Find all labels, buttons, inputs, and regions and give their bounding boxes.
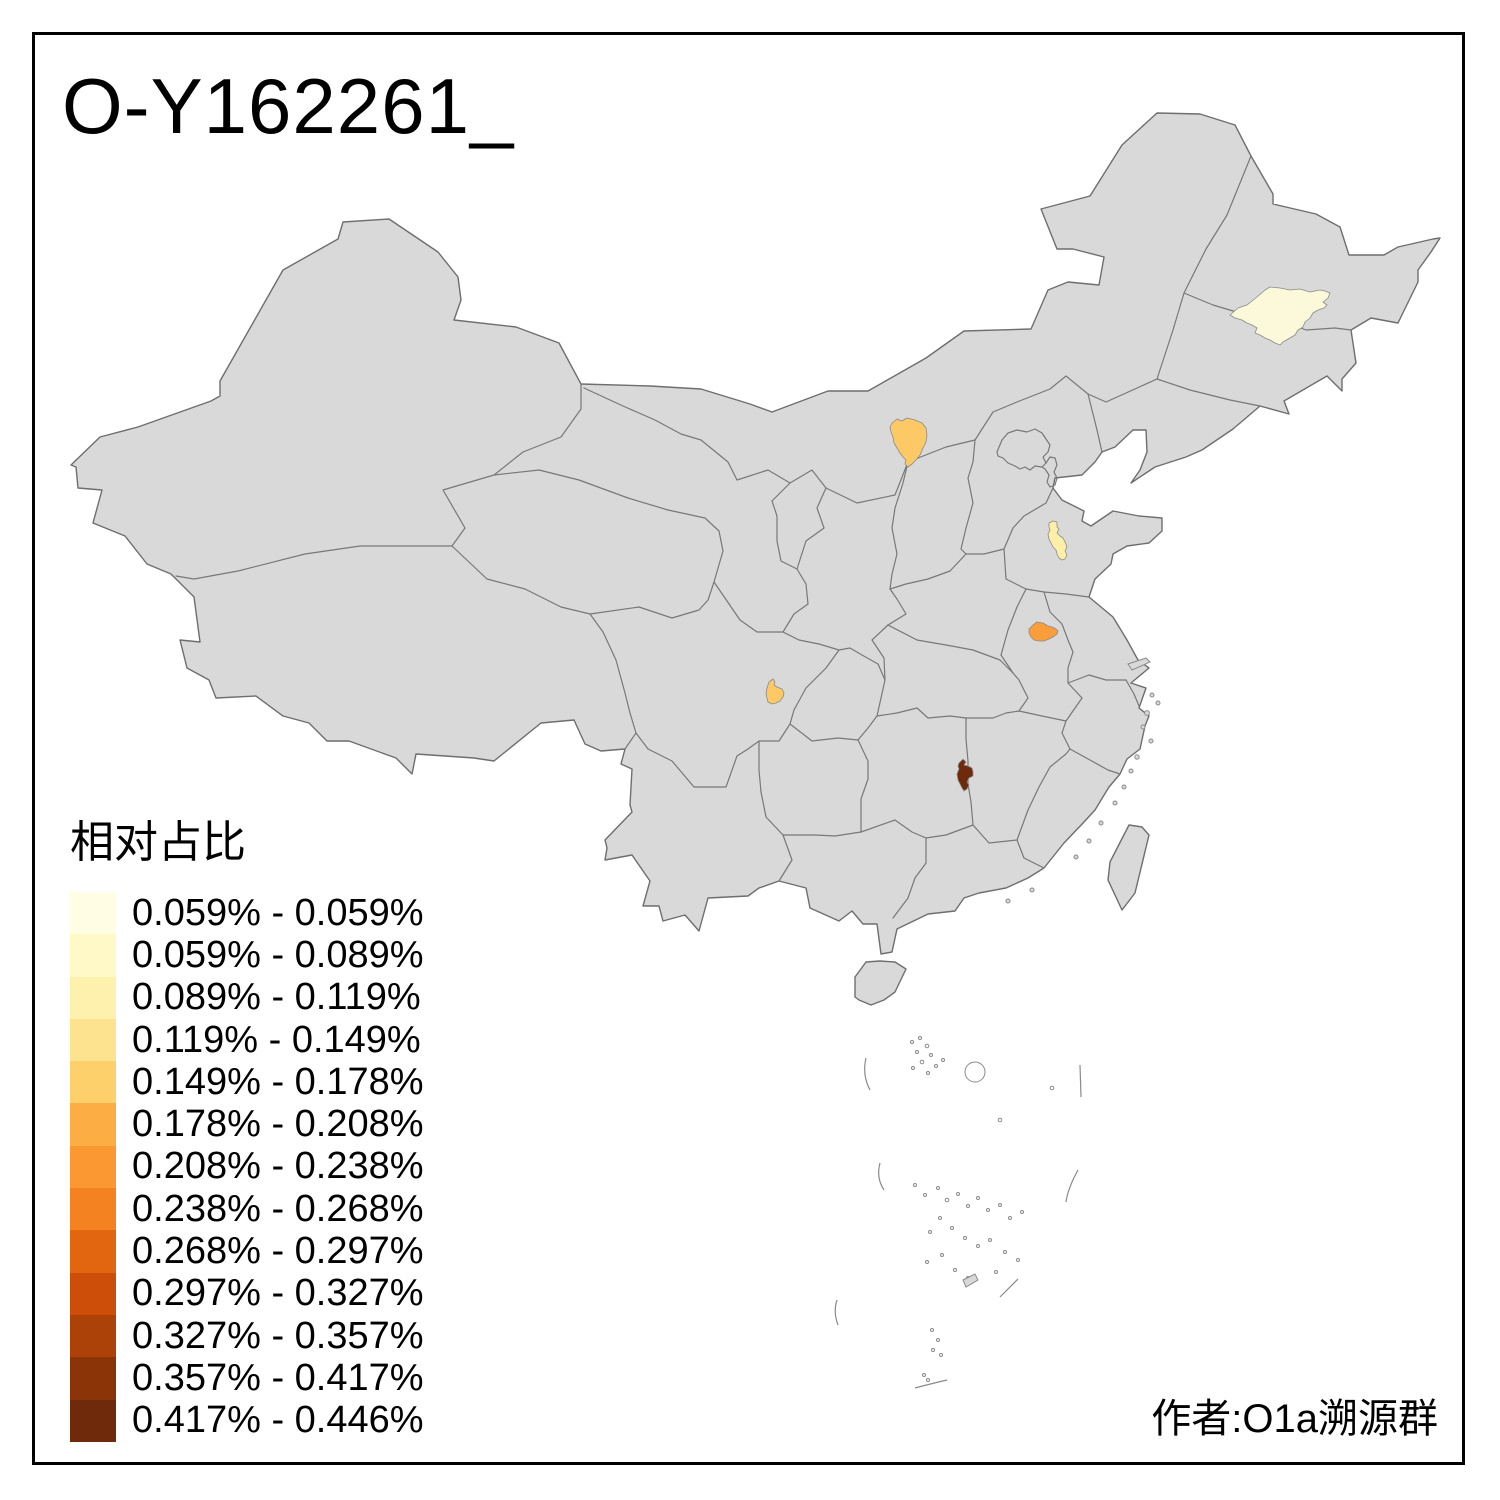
legend-row: 0.059% - 0.089% xyxy=(70,933,424,977)
legend-swatch xyxy=(70,1272,116,1315)
legend-label: 0.357% - 0.417% xyxy=(132,1356,424,1399)
legend-swatch xyxy=(70,1230,116,1273)
legend-label: 0.208% - 0.238% xyxy=(132,1145,424,1188)
legend-label: 0.268% - 0.297% xyxy=(132,1230,424,1273)
legend-label: 0.327% - 0.357% xyxy=(132,1314,424,1357)
legend-row: 0.089% - 0.119% xyxy=(70,976,424,1019)
legend-label: 0.059% - 0.059% xyxy=(132,891,424,934)
legend-swatch xyxy=(70,976,116,1019)
legend-label: 0.059% - 0.089% xyxy=(132,933,424,976)
legend-swatch xyxy=(70,1188,116,1231)
chart-title: O-Y162261_ xyxy=(62,62,515,150)
legend-row: 0.208% - 0.238% xyxy=(70,1145,424,1189)
legend: 相对占比 0.059% - 0.059% 0.059% - 0.089% 0.0… xyxy=(70,806,424,1442)
legend-swatch xyxy=(70,1103,116,1146)
legend-swatch xyxy=(70,1314,116,1358)
legend-title: 相对占比 xyxy=(70,818,246,867)
region-hunan xyxy=(956,758,974,792)
author-credit: 作者:O1a溯源群 xyxy=(1151,1397,1438,1441)
legend-row: 0.059% - 0.059% xyxy=(70,891,424,935)
legend-row: 0.297% - 0.327% xyxy=(70,1272,424,1315)
legend-row: 0.417% - 0.446% xyxy=(70,1399,424,1442)
legend-label: 0.178% - 0.208% xyxy=(132,1103,424,1146)
region-sichuan xyxy=(765,678,785,705)
legend-row: 0.327% - 0.357% xyxy=(70,1314,424,1358)
legend-swatch xyxy=(70,1018,116,1062)
hainan-island-shape xyxy=(854,960,907,1006)
legend-label: 0.119% - 0.149% xyxy=(132,1018,421,1061)
legend-label: 0.089% - 0.119% xyxy=(132,976,421,1019)
legend-row: 0.119% - 0.149% xyxy=(70,1018,424,1062)
legend-swatch xyxy=(70,892,116,935)
legend-label: 0.297% - 0.327% xyxy=(132,1272,424,1315)
legend-label: 0.238% - 0.268% xyxy=(132,1187,424,1230)
legend-swatch xyxy=(70,934,116,977)
legend-label: 0.149% - 0.178% xyxy=(132,1060,424,1103)
south-china-sea-islands xyxy=(834,1036,1082,1389)
province-borders xyxy=(175,155,1352,919)
legend-row: 0.149% - 0.178% xyxy=(70,1060,424,1104)
legend-swatch xyxy=(70,1357,116,1400)
legend-swatch xyxy=(70,1145,116,1189)
legend-row: 0.268% - 0.297% xyxy=(70,1230,424,1273)
coastal-islands xyxy=(1005,657,1161,904)
legend-row: 0.357% - 0.417% xyxy=(70,1356,424,1400)
region-anhui xyxy=(1028,621,1059,642)
region-shandong xyxy=(1047,520,1068,561)
legend-row: 0.238% - 0.268% xyxy=(70,1187,424,1231)
legend-swatch xyxy=(70,1061,116,1104)
legend-row: 0.178% - 0.208% xyxy=(70,1103,424,1146)
legend-swatch xyxy=(70,1399,116,1442)
taiwan-island-shape xyxy=(1107,824,1150,911)
highlighted-regions xyxy=(765,286,1331,792)
region-inner-mongolia xyxy=(889,417,928,468)
region-heilongjiang xyxy=(1229,286,1331,346)
legend-label: 0.417% - 0.446% xyxy=(132,1399,424,1442)
